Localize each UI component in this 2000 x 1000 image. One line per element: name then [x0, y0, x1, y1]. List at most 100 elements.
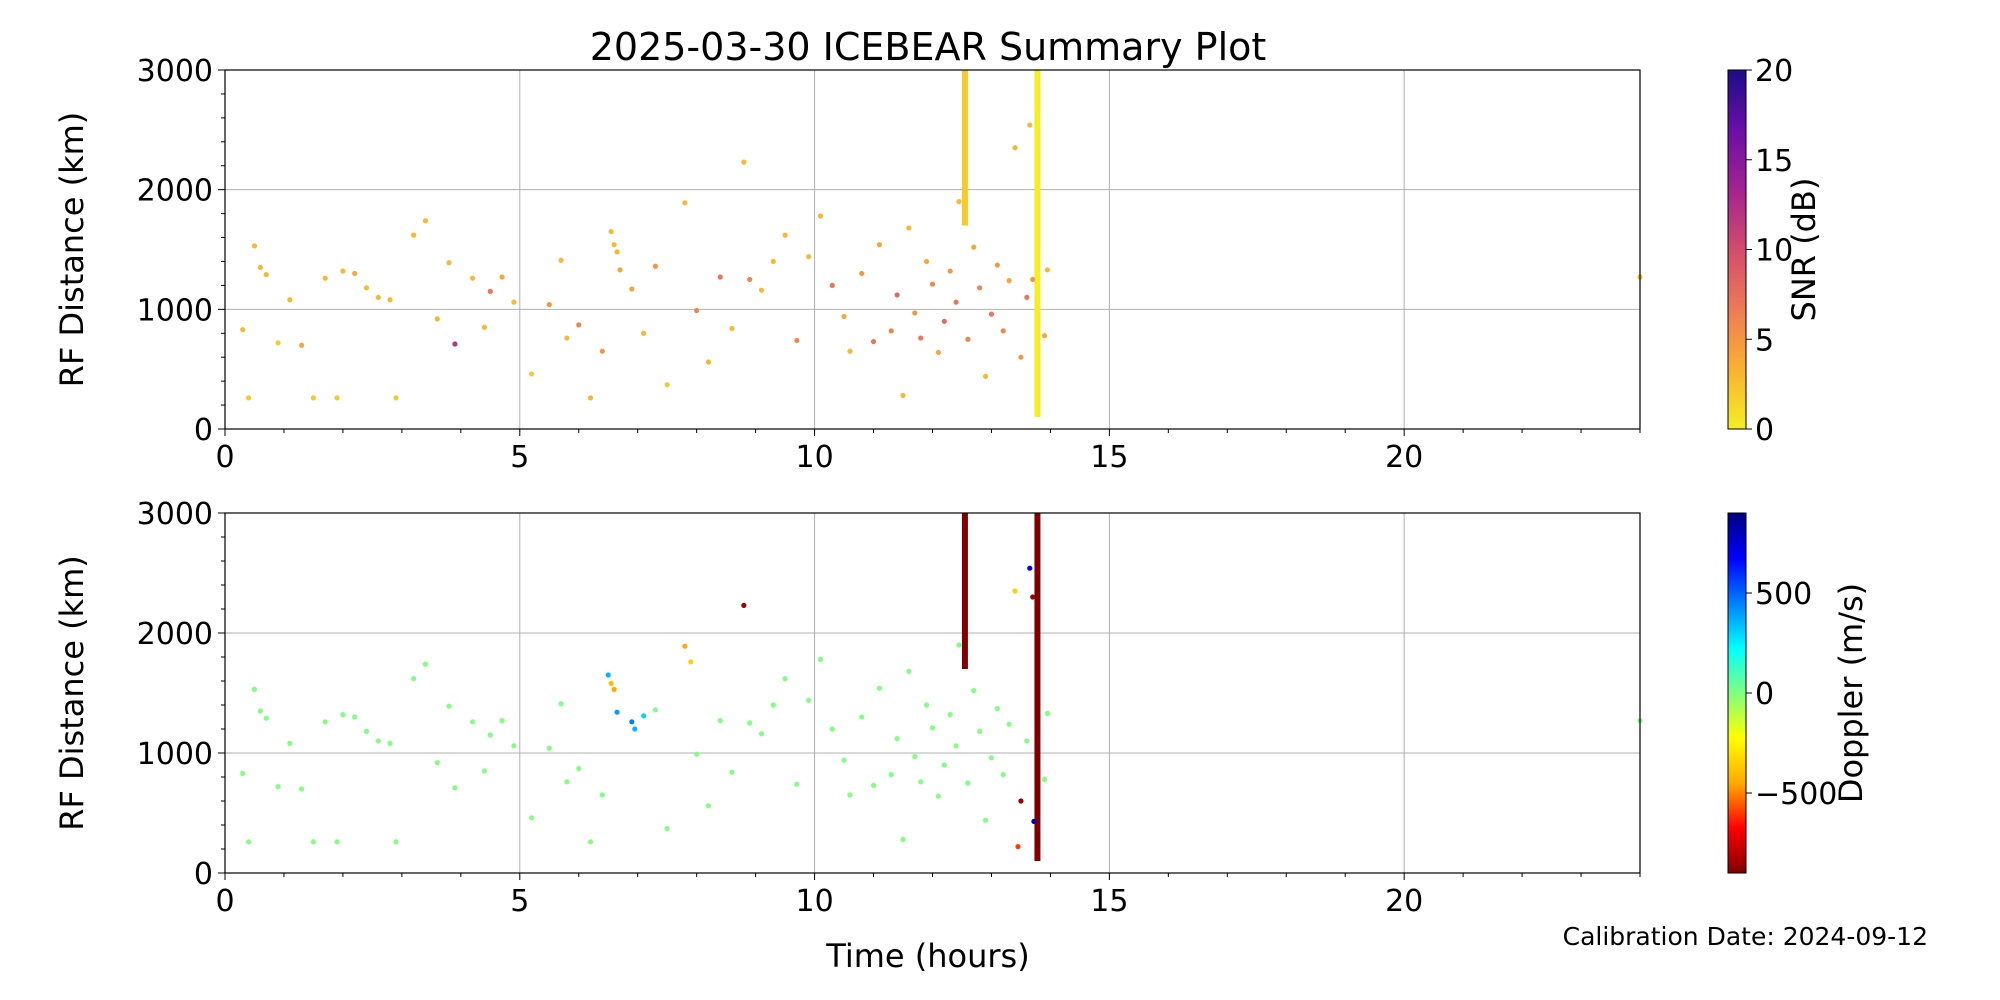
data-point [977, 728, 983, 735]
data-point [564, 335, 570, 341]
data-point [747, 276, 753, 283]
data-point [965, 780, 971, 786]
data-point [694, 307, 700, 314]
data-point [918, 779, 924, 785]
data-point [682, 200, 688, 206]
data-point [741, 159, 747, 165]
data-point [1024, 738, 1030, 744]
y-tick-label: 2000 [137, 174, 213, 209]
data-point [334, 839, 340, 845]
data-point [287, 740, 293, 747]
data-point [758, 287, 765, 293]
data-point [953, 743, 959, 749]
data-point [422, 218, 429, 224]
colorbar [1727, 69, 1747, 430]
data-point [929, 725, 936, 731]
data-point [340, 712, 346, 718]
colorbar-label: SNR (dB) [1785, 178, 1823, 322]
data-point [859, 714, 865, 720]
data-point [912, 310, 918, 316]
data-point [257, 264, 263, 271]
data-point [499, 274, 505, 280]
data-point [694, 751, 700, 757]
data-point [614, 249, 620, 255]
data-point [1044, 267, 1051, 273]
data-point [688, 659, 694, 665]
data-point [729, 325, 735, 332]
echo-streak [961, 513, 968, 669]
data-point [664, 382, 670, 388]
data-point [906, 225, 912, 231]
data-point [393, 395, 399, 401]
y-tick-label: 1000 [137, 293, 213, 328]
colorbar-tick-label: 15 [1755, 144, 1793, 179]
data-point [705, 359, 712, 365]
data-point [1000, 772, 1006, 778]
data-point [841, 313, 847, 320]
data-point [245, 395, 252, 401]
colorbar-tick-label: 10 [1755, 234, 1793, 269]
data-point [1044, 710, 1051, 717]
data-point [393, 839, 399, 845]
data-point [817, 213, 824, 219]
data-point [558, 257, 564, 263]
data-point [876, 685, 883, 691]
data-point [617, 267, 623, 273]
data-point [608, 680, 614, 687]
y-tick-label: 0 [194, 413, 213, 448]
y-axis-label: RF Distance (km) [53, 112, 91, 388]
data-point [1041, 776, 1048, 783]
data-point [947, 268, 953, 274]
data-point [487, 288, 493, 294]
x-tick-label: 15 [1090, 440, 1128, 475]
data-point [859, 270, 865, 277]
data-point [608, 228, 614, 235]
data-point [481, 324, 488, 330]
data-point [499, 718, 505, 724]
data-point [1015, 844, 1021, 850]
data-point [888, 772, 894, 778]
data-point [564, 779, 570, 785]
data-point [977, 285, 983, 291]
data-point [263, 715, 269, 721]
data-point [1030, 276, 1036, 283]
data-point [912, 754, 918, 760]
data-point [956, 199, 962, 205]
data-point [1012, 145, 1018, 151]
data-point [1024, 294, 1030, 300]
data-point [511, 299, 517, 305]
data-point [994, 706, 1000, 712]
data-point [340, 268, 346, 274]
data-point [929, 281, 936, 287]
data-point [387, 740, 393, 747]
data-point [599, 792, 605, 798]
colorbar-tick-label: 0 [1755, 677, 1774, 712]
data-point [664, 826, 670, 832]
data-point [965, 336, 971, 342]
data-point [452, 785, 458, 791]
data-point [470, 719, 476, 725]
y-tick-label: 1000 [137, 737, 213, 772]
colorbar-tick-label: 20 [1755, 54, 1793, 89]
data-point [611, 242, 617, 248]
data-point [876, 242, 883, 248]
data-point [841, 757, 847, 763]
data-point [434, 316, 440, 322]
data-point [953, 299, 959, 305]
data-point [240, 327, 246, 333]
data-point [941, 318, 947, 324]
x-tick-label: 15 [1090, 884, 1128, 919]
x-tick-label: 5 [510, 884, 529, 919]
data-point [894, 292, 900, 298]
data-point [470, 275, 476, 281]
data-point [1027, 122, 1033, 128]
snr-panel: 0 5 10 15 20 0 1000 2000 3000 RF Distance (km) 0 5 1… [53, 54, 1823, 475]
data-point [245, 839, 252, 845]
data-point [847, 348, 853, 354]
data-point [1027, 565, 1033, 571]
data-point [717, 718, 723, 724]
data-point [782, 676, 788, 682]
data-point [322, 275, 328, 281]
data-point [363, 285, 370, 291]
